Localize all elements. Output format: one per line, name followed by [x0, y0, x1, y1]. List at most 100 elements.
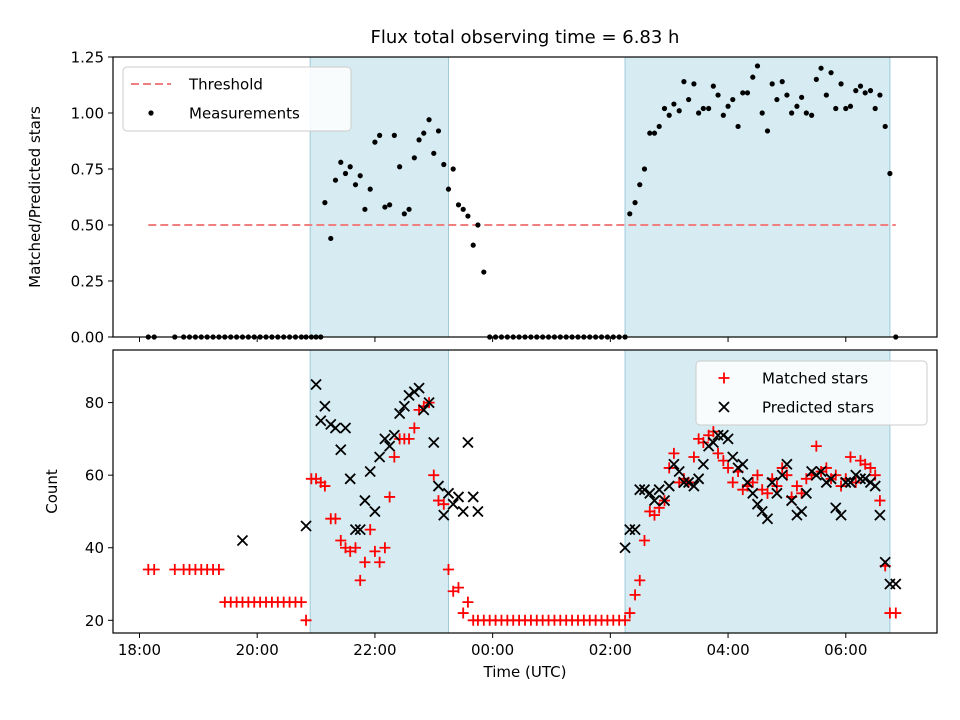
- measurement-point: [357, 173, 363, 179]
- y-tick-label: 0.25: [71, 273, 104, 291]
- predicted-star-point: [747, 487, 759, 499]
- matched-star-point: [761, 487, 773, 499]
- y-tick-label: 0.75: [71, 161, 104, 179]
- y-axis-label: Count: [43, 469, 61, 514]
- measurement-point: [769, 81, 775, 87]
- matched-star-point: [747, 476, 759, 488]
- predicted-star-point: [815, 465, 827, 478]
- matched-star-point: [452, 582, 464, 594]
- legend-label: Measurements: [189, 105, 300, 123]
- measurement-point: [637, 182, 643, 188]
- measurement-point: [328, 235, 334, 242]
- matched-star-point: [442, 564, 454, 576]
- legend-measurement-swatch: [148, 110, 154, 116]
- predicted-star-point: [329, 422, 342, 434]
- measurement-point: [828, 70, 834, 76]
- measurement-point: [686, 96, 692, 103]
- measurement-point: [435, 128, 442, 134]
- measurement-point: [867, 88, 874, 94]
- predicted-star-point: [737, 458, 749, 470]
- matched-star-point: [462, 596, 474, 608]
- matched-star-point: [300, 614, 312, 626]
- matched-star-point: [890, 607, 902, 619]
- measurement-point: [809, 112, 815, 118]
- predicted-star-point: [462, 436, 474, 449]
- predicted-star-point: [438, 509, 450, 521]
- measurement-point: [700, 105, 706, 112]
- measurement-point: [416, 137, 422, 143]
- measurement-point: [803, 110, 809, 116]
- matched-star-point: [379, 542, 391, 554]
- measurement-point: [460, 206, 466, 212]
- predicted-star-point: [388, 429, 400, 441]
- measurement-point: [401, 211, 407, 217]
- predicted-star-point: [403, 389, 415, 401]
- measurement-point: [352, 182, 359, 188]
- measurement-point: [887, 170, 893, 177]
- matched-star-point: [629, 589, 641, 601]
- measurement-point: [744, 90, 751, 96]
- matched-star-point: [668, 447, 680, 459]
- predicted-star-point: [682, 476, 695, 489]
- figure-title: Flux total observing time = 6.83 h: [371, 27, 680, 48]
- measurement-point: [411, 155, 417, 161]
- predicted-star-point: [648, 494, 661, 507]
- predicted-star-point: [447, 498, 459, 510]
- measurement-point: [774, 96, 780, 103]
- matched-star-point: [874, 495, 886, 507]
- predicted-star-point: [432, 480, 445, 492]
- predicted-star-point: [634, 484, 646, 496]
- measurement-point: [391, 132, 397, 138]
- measurement-point: [372, 139, 378, 145]
- predicted-star-point: [835, 509, 847, 521]
- measurement-point: [696, 110, 702, 116]
- measurement-point: [347, 164, 353, 170]
- y-tick-label: 60: [85, 467, 104, 485]
- matched-star-point: [403, 433, 415, 445]
- predicted-star-point: [890, 578, 902, 590]
- measurement-point: [322, 200, 328, 206]
- matched-star-point: [751, 469, 763, 481]
- predicted-star-point: [428, 436, 440, 449]
- y-tick-label: 1.00: [71, 105, 104, 123]
- matched-star-point: [319, 480, 331, 492]
- predicted-star-point: [722, 433, 734, 445]
- y-axis-label: Matched/Predicted stars: [26, 106, 44, 288]
- predicted-star-point: [830, 502, 842, 514]
- measurement-point: [406, 206, 412, 212]
- measurement-point: [450, 166, 456, 172]
- measurement-point: [338, 159, 344, 165]
- measurement-point: [877, 92, 883, 98]
- matched-star-point: [438, 498, 450, 510]
- predicted-star-point: [393, 407, 406, 420]
- measurement-point: [661, 105, 668, 112]
- matched-star-point: [213, 564, 225, 576]
- matched-star-point: [864, 462, 876, 474]
- predicted-star-point: [756, 505, 768, 518]
- measurement-point: [764, 128, 771, 134]
- x-tick-label: 00:00: [471, 641, 514, 659]
- matched-star-point: [384, 491, 396, 503]
- predicted-star-point: [319, 400, 331, 412]
- shaded-span: [309, 349, 449, 634]
- predicted-star-point: [697, 458, 709, 470]
- measurement-point: [853, 88, 859, 94]
- predicted-star-point: [761, 513, 774, 525]
- measurement-point: [779, 79, 785, 85]
- x-tick-label: 04:00: [706, 641, 749, 659]
- predicted-star-point: [472, 505, 484, 518]
- matched-star-point: [374, 556, 386, 568]
- predicted-star-point: [467, 491, 479, 503]
- legend-box: [695, 360, 928, 426]
- predicted-star-point: [644, 487, 656, 499]
- measurement-point: [706, 105, 712, 112]
- measurement-point: [421, 130, 427, 136]
- predicted-star-point: [413, 382, 425, 394]
- predicted-star-point: [359, 494, 371, 507]
- x-tick-label: 18:00: [118, 641, 161, 659]
- measurement-point: [455, 202, 462, 208]
- predicted-star-point: [452, 491, 465, 503]
- measurement-point: [838, 81, 844, 87]
- measurement-point: [465, 213, 471, 219]
